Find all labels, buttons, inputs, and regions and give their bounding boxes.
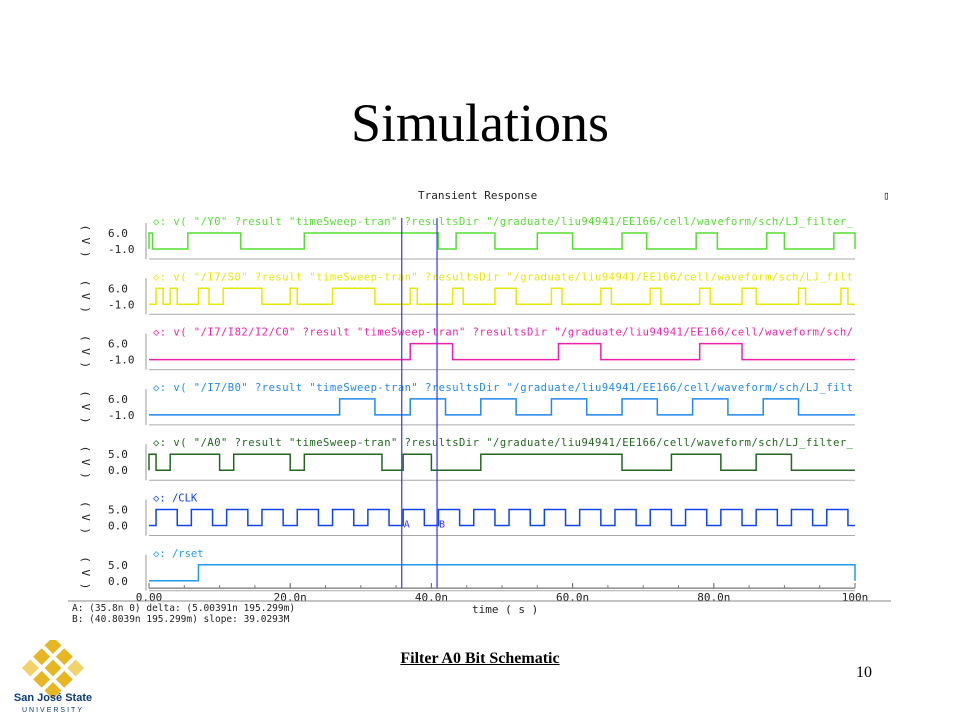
series-line (148, 232, 856, 250)
y-tick-label: 6.0 (108, 338, 128, 351)
y-axis-label: ( V ) (79, 280, 92, 313)
y-tick-label: -1.0 (108, 409, 135, 422)
x-tick-label: 60.0n (556, 591, 589, 604)
series-legend: ◇: v( "/I7/B0" ?result "timeSweep-tran" … (153, 382, 853, 394)
y-tick-label: 6.0 (108, 393, 128, 406)
figure-caption: Filter A0 Bit Schematic (400, 650, 560, 667)
waveform-chart: Transient Response ▯ ( V ) 6.0 -1.0 ◇: v( "/Y… (68, 183, 891, 624)
chart-title: Transient Response (418, 189, 537, 202)
series-legend: ◇: /CLK (153, 493, 198, 505)
y-tick-label: -1.0 (108, 298, 135, 311)
cursor-label: A (404, 520, 410, 531)
logo-name: San José State (13, 692, 93, 704)
waveform-svg: Transient Response ▯ ( V ) 6.0 -1.0 ◇: v( "/Y… (68, 189, 891, 624)
series-line (148, 453, 855, 471)
corner-icon: ▯ (883, 189, 890, 202)
y-tick-label: 0.0 (108, 464, 128, 477)
series-line (149, 342, 855, 361)
sjsu-seal-icon (21, 636, 85, 700)
y-axis-label: ( V ) (79, 446, 92, 479)
logo-university: UNIVERSITY (21, 707, 84, 714)
y-tick-label: 0.0 (108, 575, 128, 588)
y-axis-label: ( V ) (79, 224, 92, 257)
readout-line-2: B: (40.8039n 195.299m) slope: 39.0293M (72, 614, 290, 624)
series-legend: ◇: v( "/I7/I82/I2/C0" ?result "timeSweep… (153, 327, 853, 339)
x-tick-label: 100n (842, 591, 869, 604)
series-line (149, 508, 855, 527)
x-tick-label: 80.0n (697, 591, 730, 604)
slide-title: Simulations (350, 93, 610, 153)
readout-line-1: A: (35.8n 0) delta: (5.00391n 195.299m) (72, 603, 295, 614)
sjsu-logo (8, 636, 98, 718)
y-axis-label: ( V ) (79, 390, 92, 423)
y-tick-label: 0.0 (108, 520, 128, 533)
series-legend: ◇: v( "/A0" ?result "timeSweep-tran" ?re… (153, 437, 854, 449)
y-axis-label: ( V ) (79, 556, 92, 589)
series-line (149, 287, 855, 306)
y-tick-label: -1.0 (108, 354, 135, 367)
y-tick-label: 5.0 (108, 559, 128, 572)
x-axis-label: time ( s ) (472, 603, 538, 616)
y-tick-label: 5.0 (108, 448, 128, 461)
series-legend: ◇: v( "/Y0" ?result "timeSweep-tran" ?re… (153, 216, 854, 228)
y-tick-label: 6.0 (108, 227, 128, 240)
series-line (149, 398, 855, 416)
x-tick-label: 40.0n (415, 591, 448, 604)
series-line (149, 564, 856, 582)
y-axis-label: ( V ) (79, 335, 92, 368)
series-legend: ◇: /rset (153, 548, 204, 560)
y-tick-label: -1.0 (108, 243, 135, 256)
cursor-label: B (439, 520, 445, 531)
y-tick-label: 6.0 (108, 282, 128, 295)
y-axis-label: ( V ) (79, 501, 92, 534)
y-tick-label: 5.0 (108, 504, 128, 517)
page-number: 10 (856, 664, 872, 681)
series-legend: ◇: v( "/I7/S0" ?result "timeSweep-tran" … (153, 271, 853, 283)
